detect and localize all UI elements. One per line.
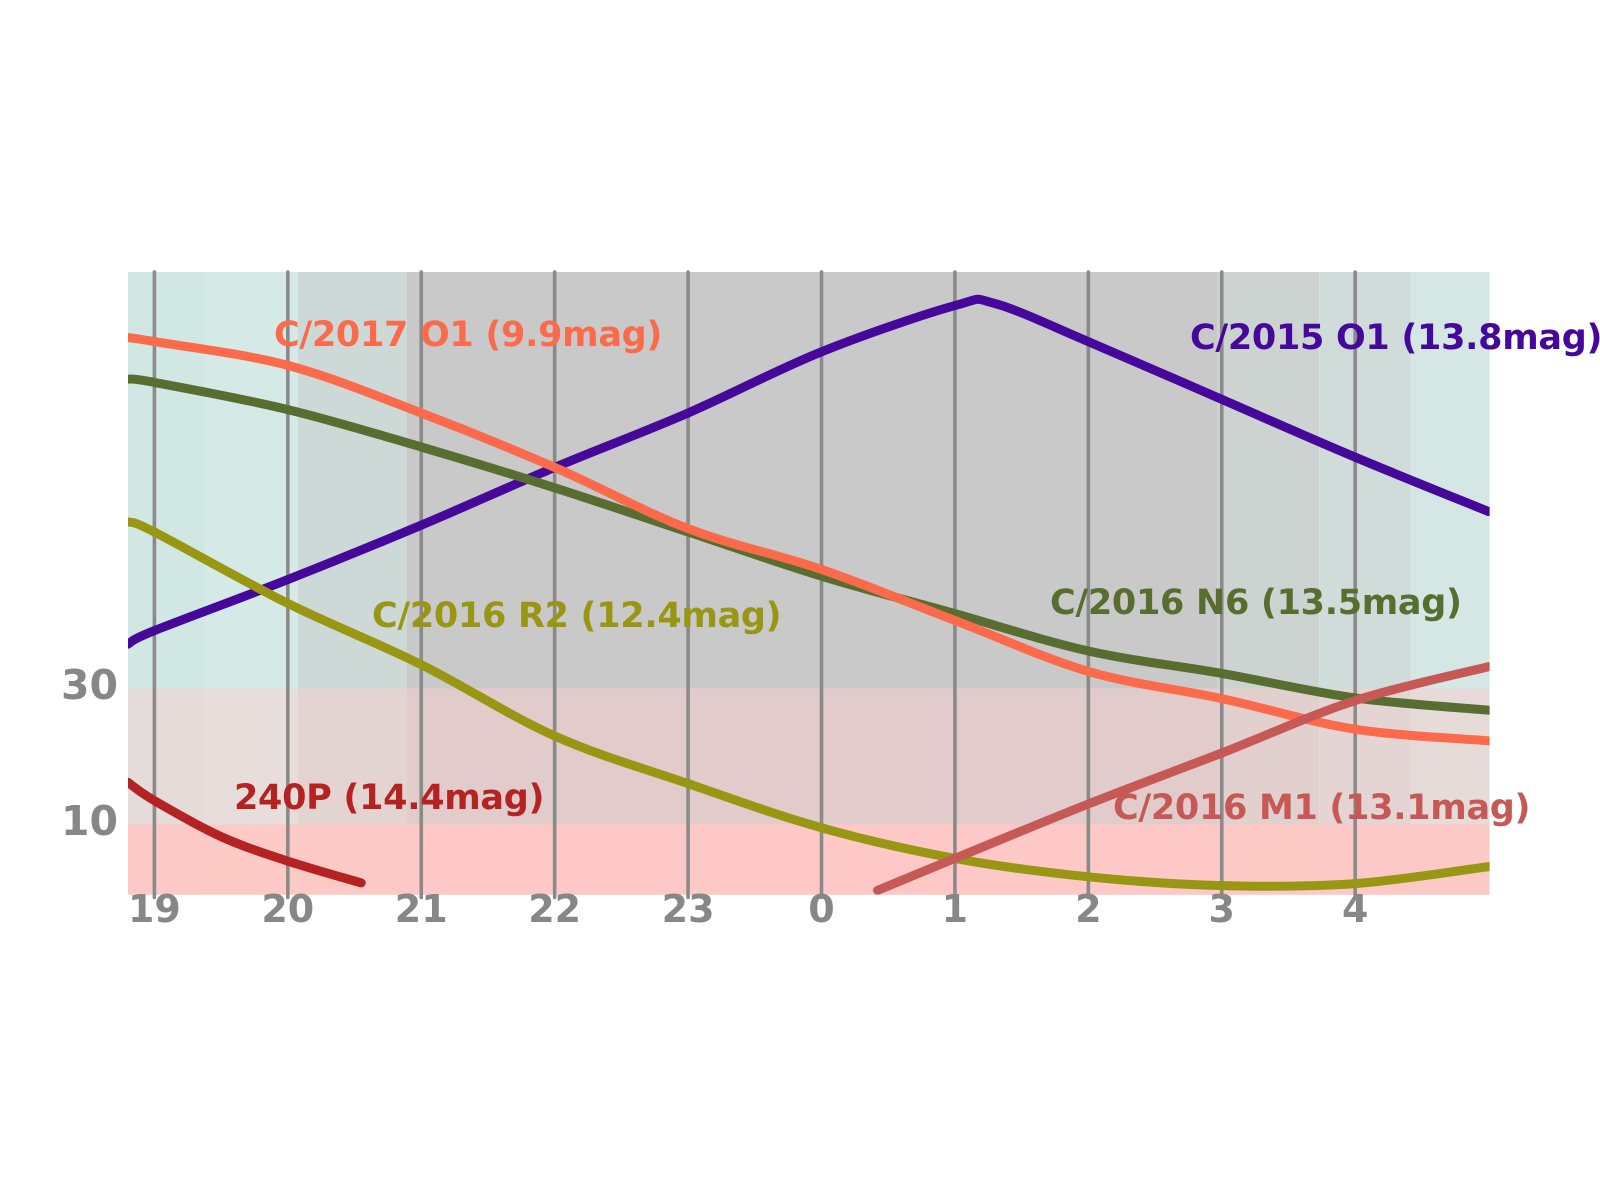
x-tick-22: 22 [528,887,582,931]
twilight-strip-4 [1217,272,1320,895]
comet-curve-c-2016-r2-12-4mag [128,517,1490,891]
x-tick-23: 23 [661,887,715,931]
x-tick-20: 20 [261,887,315,931]
x-tick-2: 2 [1075,887,1102,931]
twilight-strip-3 [406,272,1218,895]
y-tick-10: 10 [60,797,118,846]
x-tick-21: 21 [394,887,448,931]
x-tick-0: 0 [808,887,835,931]
comet-curve-c-2015-o1-13-8mag [128,294,1490,649]
curve-label-c-2016-m1-13-1mag: C/2016 M1 (13.1mag) [1113,788,1531,828]
x-tick-3: 3 [1208,887,1235,931]
curve-label-c-2016-r2-12-4mag: C/2016 R2 (12.4mag) [372,596,782,636]
curve-label-c-2017-o1-9-9mag: C/2017 O1 (9.9mag) [274,315,663,355]
x-tick-1: 1 [941,887,969,931]
twilight-strip-5 [1319,272,1411,895]
twilight-strip-6 [1410,272,1490,895]
curve-label-240p-14-4mag: 240P (14.4mag) [234,778,545,818]
comet-curve-c-2016-n6-13-5mag [128,374,1490,715]
x-tick-19: 19 [127,887,181,931]
comet-curve-240p-14-4mag [128,777,366,888]
comet-curve-c-2017-o1-9-9mag [128,333,1490,746]
x-tick-4: 4 [1341,887,1369,931]
y-tick-30: 30 [60,661,118,710]
curve-label-c-2016-n6-13-5mag: C/2016 N6 (13.5mag) [1050,583,1462,623]
curve-label-c-2015-o1-13-8mag: C/2015 O1 (13.8mag) [1190,318,1600,358]
comet-curve-c-2016-m1-13-1mag [873,662,1490,895]
